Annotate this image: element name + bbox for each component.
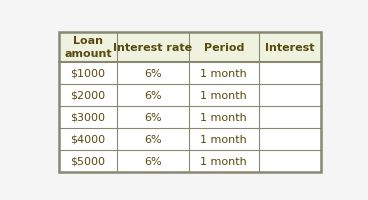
Text: Interest rate: Interest rate — [113, 42, 192, 52]
Text: $5000: $5000 — [71, 156, 106, 166]
Text: 6%: 6% — [144, 90, 162, 100]
Text: 6%: 6% — [144, 134, 162, 144]
Text: $4000: $4000 — [70, 134, 106, 144]
Text: 1 month: 1 month — [201, 156, 247, 166]
Text: 1 month: 1 month — [201, 134, 247, 144]
Text: 1 month: 1 month — [201, 112, 247, 122]
Text: 6%: 6% — [144, 112, 162, 122]
Text: $3000: $3000 — [71, 112, 106, 122]
Text: 6%: 6% — [144, 156, 162, 166]
Text: Interest: Interest — [265, 42, 315, 52]
Text: 1 month: 1 month — [201, 68, 247, 78]
Text: Loan
amount: Loan amount — [64, 36, 112, 59]
Text: $1000: $1000 — [71, 68, 106, 78]
Text: 1 month: 1 month — [201, 90, 247, 100]
Text: Period: Period — [204, 42, 244, 52]
Text: 6%: 6% — [144, 68, 162, 78]
Text: $2000: $2000 — [70, 90, 106, 100]
